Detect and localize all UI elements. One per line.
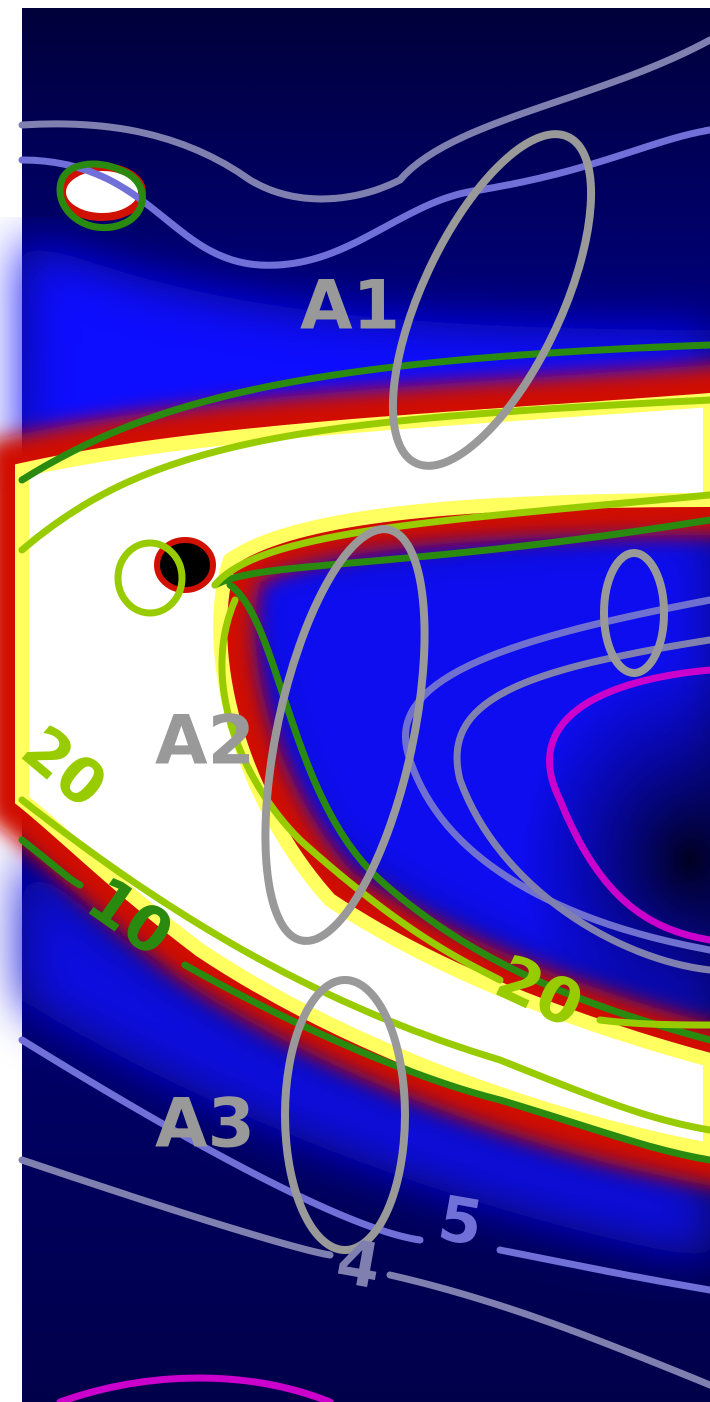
page: A1 A2 A3 20 10 20 5 4 (() => { const dat…: [0, 0, 710, 1402]
region-label: A2: [155, 702, 255, 781]
region-label: A1: [300, 267, 400, 346]
region-label: A3: [155, 1085, 255, 1164]
contour-map: A1 A2 A3 20 10 20 5 4: [0, 0, 710, 1402]
